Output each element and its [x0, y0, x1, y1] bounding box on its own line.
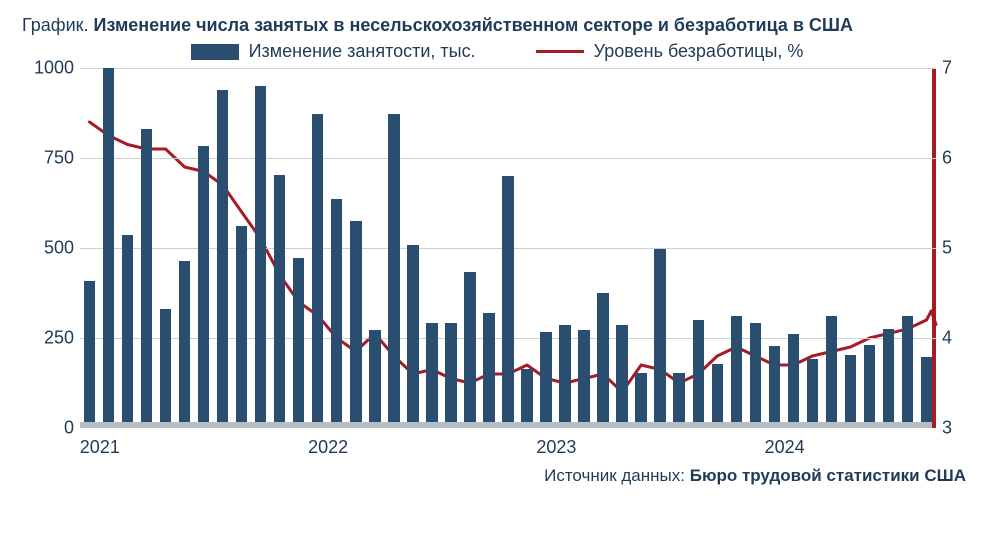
- bar: [826, 316, 837, 422]
- bar: [693, 320, 704, 423]
- y-left-tick-label: 1000: [22, 58, 74, 79]
- y-right-tick-label: 5: [942, 238, 972, 259]
- legend: Изменение занятости, тыс. Уровень безраб…: [22, 41, 972, 62]
- bar: [445, 323, 456, 422]
- bar: [198, 146, 209, 422]
- gridline: [80, 68, 936, 69]
- y-right-tick-label: 7: [942, 58, 972, 79]
- bar: [293, 258, 304, 423]
- chart-title-row: График. Изменение числа занятых в несель…: [22, 14, 972, 37]
- bar: [160, 309, 171, 422]
- bar: [141, 129, 152, 423]
- y-left-tick-label: 500: [22, 238, 74, 259]
- y-left-tick-label: 750: [22, 148, 74, 169]
- source-label: Источник данных:: [544, 466, 685, 485]
- y-right-tick-label: 6: [942, 148, 972, 169]
- bar: [103, 68, 114, 422]
- plot-area: [80, 68, 936, 428]
- bar: [426, 323, 437, 422]
- bar: [388, 114, 399, 422]
- bar: [845, 355, 856, 422]
- bar: [750, 323, 761, 422]
- chart-frame: 02505007501000345672021202220232024: [22, 68, 972, 458]
- bar: [502, 176, 513, 422]
- bar: [921, 357, 932, 422]
- chart-container: График. Изменение числа занятых в несель…: [0, 0, 994, 537]
- bar: [179, 261, 190, 422]
- bar: [578, 330, 589, 422]
- bar: [236, 226, 247, 422]
- y-right-tick-label: 4: [942, 328, 972, 349]
- y-left-tick-label: 0: [22, 418, 74, 439]
- bar: [673, 373, 684, 423]
- legend-item-line: Уровень безработицы, %: [536, 41, 804, 62]
- bar: [788, 334, 799, 423]
- x-tick-label: 2022: [308, 437, 348, 458]
- bar: [635, 373, 646, 423]
- chart-title-main: Изменение числа занятых в несельскохозяй…: [94, 15, 854, 35]
- source-name: Бюро трудовой статистики США: [690, 466, 966, 485]
- y-right-tick-label: 3: [942, 418, 972, 439]
- bar: [540, 332, 551, 422]
- bar: [350, 221, 361, 423]
- x-tick-label: 2021: [80, 437, 120, 458]
- bar: [864, 345, 875, 423]
- source-row: Источник данных: Бюро трудовой статистик…: [22, 466, 972, 486]
- bar: [217, 90, 228, 423]
- bar: [407, 245, 418, 422]
- legend-swatch-line: [536, 50, 584, 53]
- legend-label-line: Уровень безработицы, %: [594, 41, 804, 62]
- bar: [369, 330, 380, 422]
- bar: [559, 325, 570, 422]
- y-left-tick-label: 250: [22, 328, 74, 349]
- legend-swatch-bar: [191, 44, 239, 60]
- bar: [483, 313, 494, 423]
- bar: [464, 272, 475, 422]
- legend-item-bars: Изменение занятости, тыс.: [191, 41, 476, 62]
- bar: [807, 359, 818, 423]
- bar: [331, 199, 342, 422]
- bar: [255, 86, 266, 422]
- bar: [616, 325, 627, 422]
- bar: [312, 114, 323, 422]
- bar: [122, 235, 133, 423]
- x-tick-label: 2024: [765, 437, 805, 458]
- bar: [731, 316, 742, 422]
- bar: [712, 364, 723, 422]
- bar: [654, 249, 665, 422]
- chart-title-prefix: График.: [22, 15, 89, 35]
- bar: [597, 293, 608, 422]
- x-tick-label: 2023: [536, 437, 576, 458]
- bar: [902, 316, 913, 422]
- bar: [883, 329, 894, 423]
- bar: [274, 175, 285, 423]
- bar: [84, 281, 95, 423]
- legend-label-bars: Изменение занятости, тыс.: [249, 41, 476, 62]
- bar: [769, 346, 780, 422]
- bar: [521, 369, 532, 422]
